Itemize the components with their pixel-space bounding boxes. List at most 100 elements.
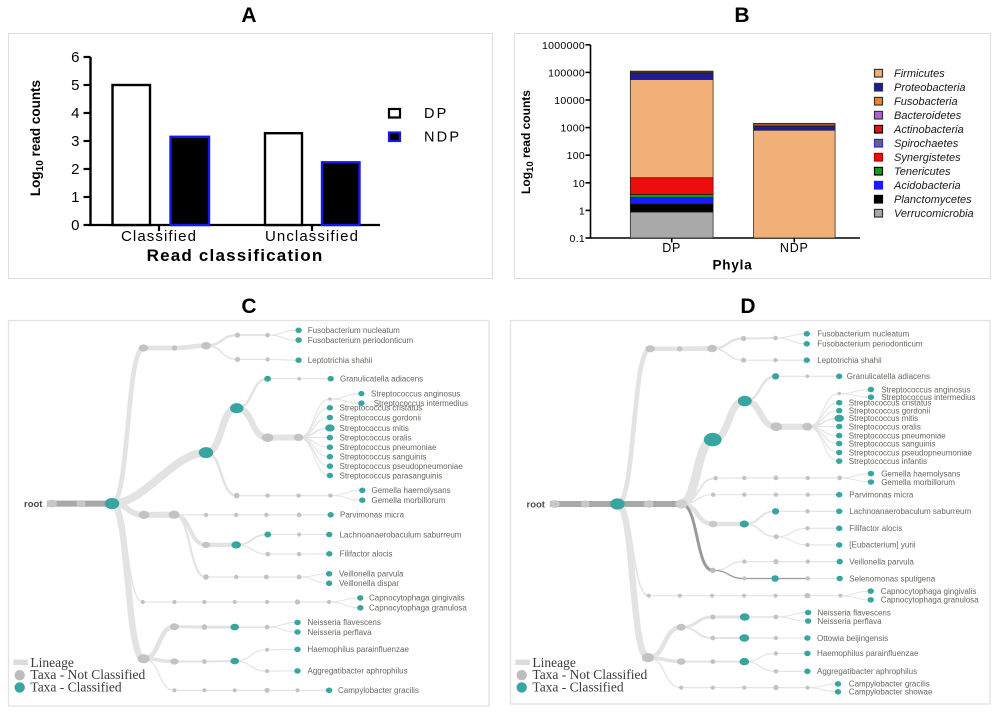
svg-text:Streptococcus cristatus: Streptococcus cristatus [849,399,932,408]
svg-text:NDP: NDP [780,241,809,255]
svg-text:Neisseria flavescens: Neisseria flavescens [818,608,891,617]
svg-text:Lineage: Lineage [532,655,575,670]
svg-text:B: B [734,4,749,27]
svg-text:Streptococcus oralis: Streptococcus oralis [340,433,412,442]
svg-text:Actinobacteria: Actinobacteria [893,124,964,136]
svg-text:Taxa - Classified: Taxa - Classified [30,679,122,694]
svg-text:Taxa - Not Classified: Taxa - Not Classified [30,667,145,682]
svg-text:Veillonella dispar: Veillonella dispar [339,579,399,588]
svg-text:10000: 10000 [554,95,585,107]
svg-text:[Eubacterium] yurii: [Eubacterium] yurii [849,541,915,550]
svg-text:Granulicatella adiacens: Granulicatella adiacens [847,372,930,381]
svg-text:Parvimonas micra: Parvimonas micra [340,511,405,520]
svg-text:Fusobacterium periodonticum: Fusobacterium periodonticum [308,336,414,345]
svg-text:D: D [740,295,755,318]
svg-text:DP: DP [424,106,449,122]
svg-text:Streptococcus pneumoniae: Streptococcus pneumoniae [849,431,947,440]
svg-text:Classified: Classified [121,228,197,245]
svg-text:Filifactor alocis: Filifactor alocis [849,524,902,533]
svg-text:Firmicutes: Firmicutes [894,68,945,80]
svg-text:Streptococcus intermedius: Streptococcus intermedius [374,399,468,408]
svg-text:Haemophilus parainfluenzae: Haemophilus parainfluenzae [817,649,919,658]
svg-text:Campylobacter gracilis: Campylobacter gracilis [338,686,419,695]
svg-text:Phyla: Phyla [712,258,752,273]
svg-text:Streptococcus gordonii: Streptococcus gordonii [340,413,422,422]
svg-text:0: 0 [71,217,79,234]
svg-text:Parvimonas micra: Parvimonas micra [849,491,914,500]
svg-text:1: 1 [579,205,585,217]
svg-text:Tenericutes: Tenericutes [894,166,951,178]
svg-text:Streptococcus cristatus: Streptococcus cristatus [340,404,423,413]
svg-text:Aggregatibacter aphrophilus: Aggregatibacter aphrophilus [817,667,917,676]
svg-text:2: 2 [71,161,79,178]
svg-text:Taxa - Classified: Taxa - Classified [532,679,624,694]
svg-text:Acidobacteria: Acidobacteria [893,180,961,192]
svg-text:Fusobacterium nucleatum: Fusobacterium nucleatum [817,330,909,339]
svg-text:Fusobacterium nucleatum: Fusobacterium nucleatum [308,326,400,335]
svg-text:NDP: NDP [424,130,461,146]
svg-text:Leptotrichia shahii: Leptotrichia shahii [308,356,373,365]
svg-text:Lachnoanaerobaculum saburreum: Lachnoanaerobaculum saburreum [340,530,462,539]
svg-text:Gemella morbillorum: Gemella morbillorum [372,496,446,505]
svg-text:4: 4 [71,105,79,122]
svg-text:DP: DP [662,241,681,255]
svg-text:Lachnoanaerobaculum saburreum: Lachnoanaerobaculum saburreum [849,507,971,516]
svg-text:Neisseria perflava: Neisseria perflava [818,617,883,626]
svg-text:5: 5 [71,77,79,94]
svg-text:Streptococcus pseudopneumoniae: Streptococcus pseudopneumoniae [849,448,973,457]
svg-text:Streptococcus oralis: Streptococcus oralis [849,422,921,431]
svg-text:Campylobacter gracilis: Campylobacter gracilis [849,680,930,689]
svg-text:Filifactor alocis: Filifactor alocis [340,550,393,559]
svg-text:Fusobacteria: Fusobacteria [894,96,958,108]
svg-text:Haemophilus parainfluenzae: Haemophilus parainfluenzae [308,645,410,654]
svg-text:Streptococcus sanguinis: Streptococcus sanguinis [849,439,936,448]
svg-text:root: root [527,499,546,510]
svg-text:0.1: 0.1 [570,233,586,245]
svg-text:3: 3 [71,133,79,150]
svg-text:Aggregatibacter aphrophilus: Aggregatibacter aphrophilus [308,667,408,676]
svg-text:Synergistetes: Synergistetes [894,152,961,164]
svg-text:Fusobacterium periodonticum: Fusobacterium periodonticum [817,340,923,349]
svg-text:Selenomonas sputigena: Selenomonas sputigena [849,574,935,583]
svg-text:Campylobacter showae: Campylobacter showae [849,688,933,697]
svg-text:Neisseria perflava: Neisseria perflava [308,628,373,637]
svg-text:Read classification: Read classification [147,246,324,265]
svg-text:Gemella haemolysans: Gemella haemolysans [372,486,451,495]
svg-text:Streptococcus pseudopneumoniae: Streptococcus pseudopneumoniae [340,462,464,471]
svg-text:Streptococcus pneumoniae: Streptococcus pneumoniae [340,443,438,452]
svg-text:Gemella morbillorum: Gemella morbillorum [881,478,955,487]
svg-text:Ottowia beijingensis: Ottowia beijingensis [817,634,888,643]
svg-text:1000000: 1000000 [542,40,585,52]
svg-text:Lineage: Lineage [30,655,73,670]
svg-text:Streptococcus anginosus: Streptococcus anginosus [881,385,970,394]
svg-text:Streptococcus gordonii: Streptococcus gordonii [849,406,931,415]
svg-text:Planctomycetes: Planctomycetes [894,194,972,206]
svg-text:10: 10 [573,178,585,190]
svg-text:Veillonella parvula: Veillonella parvula [339,570,404,579]
svg-text:Streptococcus intermedius: Streptococcus intermedius [881,393,975,402]
svg-text:root: root [24,499,43,510]
svg-text:100: 100 [567,150,585,162]
svg-text:Capnocytophaga granulosa: Capnocytophaga granulosa [881,596,979,605]
svg-text:C: C [241,295,256,318]
svg-text:Unclassified: Unclassified [265,228,359,245]
svg-text:Streptococcus sanguinis: Streptococcus sanguinis [340,453,427,462]
svg-text:6: 6 [71,49,79,66]
svg-text:Streptococcus anginosus: Streptococcus anginosus [371,389,460,398]
svg-text:Streptococcus mitis: Streptococcus mitis [849,414,918,423]
svg-text:Taxa - Not Classified: Taxa - Not Classified [532,667,647,682]
svg-text:1000: 1000 [560,123,585,135]
svg-text:Veillonella parvula: Veillonella parvula [849,557,914,566]
svg-text:Proteobacteria: Proteobacteria [894,82,966,94]
svg-text:100000: 100000 [548,67,585,79]
svg-text:Gemella haemolysans: Gemella haemolysans [881,469,960,478]
svg-text:Spirochaetes: Spirochaetes [894,138,959,150]
svg-text:Granulicatella adiacens: Granulicatella adiacens [340,375,423,384]
svg-text:Bacteroidetes: Bacteroidetes [894,110,962,122]
svg-text:Leptotrichia shahii: Leptotrichia shahii [817,356,882,365]
svg-text:Streptococcus mitis: Streptococcus mitis [340,424,409,433]
svg-text:Verrucomicrobia: Verrucomicrobia [894,208,974,220]
svg-text:Streptococcus infantis: Streptococcus infantis [849,457,927,466]
svg-text:Capnocytophaga granulosa: Capnocytophaga granulosa [369,604,467,613]
svg-text:Capnocytophaga gingivalis: Capnocytophaga gingivalis [881,587,977,596]
